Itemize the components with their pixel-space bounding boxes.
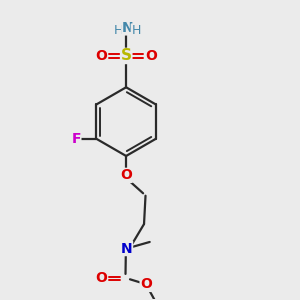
Text: O: O xyxy=(95,49,107,63)
Text: O: O xyxy=(145,49,157,63)
Text: S: S xyxy=(121,48,132,63)
Text: F: F xyxy=(71,132,81,146)
Text: N: N xyxy=(122,21,134,35)
Text: N: N xyxy=(121,242,133,256)
Text: H: H xyxy=(113,24,123,37)
Text: O: O xyxy=(120,168,132,182)
Text: O: O xyxy=(140,278,152,291)
Text: O: O xyxy=(95,272,107,285)
Text: H: H xyxy=(131,24,141,37)
